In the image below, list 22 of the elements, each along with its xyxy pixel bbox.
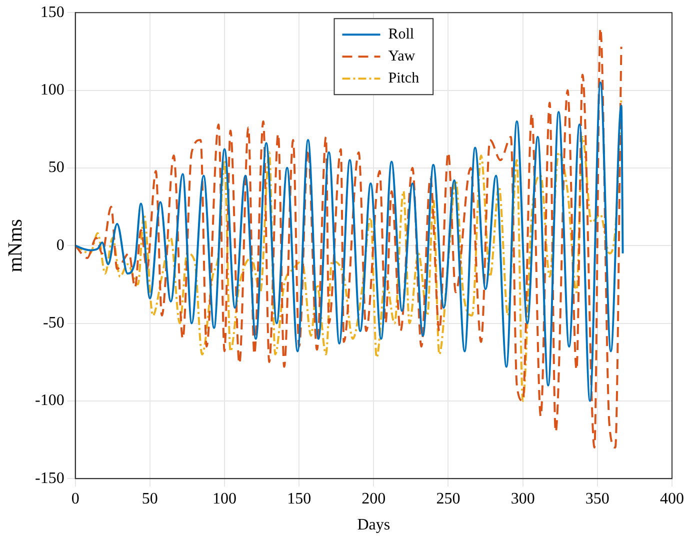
x-tick-label: 350 (585, 490, 610, 508)
x-tick-label: 300 (510, 490, 535, 508)
y-tick-label: 50 (48, 159, 64, 176)
x-tick-label: 50 (142, 490, 158, 508)
legend-label: Yaw (388, 48, 416, 65)
y-tick-label: 100 (40, 81, 64, 98)
x-tick-label: 150 (287, 490, 312, 508)
y-tick-label: -100 (35, 392, 64, 410)
y-tick-label: 0 (56, 236, 64, 254)
x-tick-label: 200 (362, 490, 386, 508)
legend-label: Roll (388, 26, 414, 43)
y-tick-label: -50 (43, 314, 64, 332)
y-tick-label: 150 (40, 4, 64, 21)
x-axis-title: Days (357, 516, 390, 534)
x-tick-label: 400 (660, 490, 684, 508)
x-tick-label: 250 (436, 490, 460, 508)
line-series (75, 27, 622, 449)
legend-label: Pitch (388, 70, 420, 87)
x-tick-label: 100 (212, 490, 236, 508)
y-tick-label: -150 (35, 470, 64, 487)
x-tick-label: 0 (71, 490, 80, 508)
y-axis-title: mNms (4, 218, 26, 272)
